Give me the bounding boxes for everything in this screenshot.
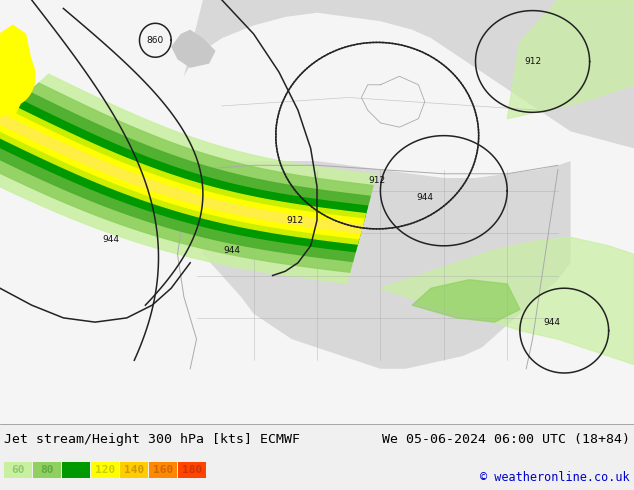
- Polygon shape: [380, 237, 634, 365]
- Text: 912: 912: [368, 175, 386, 185]
- Polygon shape: [0, 92, 370, 261]
- Polygon shape: [0, 115, 363, 233]
- Polygon shape: [0, 25, 32, 127]
- Polygon shape: [361, 76, 425, 127]
- FancyBboxPatch shape: [4, 462, 32, 478]
- Text: 80: 80: [40, 465, 54, 475]
- Text: 60: 60: [11, 465, 25, 475]
- Polygon shape: [171, 30, 216, 68]
- Text: 944: 944: [543, 318, 560, 327]
- Polygon shape: [0, 47, 35, 106]
- Polygon shape: [0, 74, 376, 283]
- Text: 944: 944: [417, 193, 433, 201]
- FancyBboxPatch shape: [91, 462, 119, 478]
- Polygon shape: [184, 0, 634, 148]
- Text: 860: 860: [146, 36, 164, 45]
- Polygon shape: [412, 280, 520, 322]
- Polygon shape: [0, 0, 634, 424]
- Polygon shape: [0, 100, 368, 252]
- FancyBboxPatch shape: [120, 462, 148, 478]
- Polygon shape: [507, 0, 634, 119]
- Text: © weatheronline.co.uk: © weatheronline.co.uk: [481, 471, 630, 485]
- Text: We 05-06-2024 06:00 UTC (18+84): We 05-06-2024 06:00 UTC (18+84): [382, 433, 630, 446]
- Polygon shape: [0, 83, 373, 272]
- Text: 160: 160: [153, 465, 173, 475]
- Text: 180: 180: [182, 465, 202, 475]
- Polygon shape: [0, 111, 364, 239]
- Polygon shape: [0, 106, 365, 244]
- Text: 140: 140: [124, 465, 144, 475]
- FancyBboxPatch shape: [62, 462, 90, 478]
- Text: Jet stream/Height 300 hPa [kts] ECMWF: Jet stream/Height 300 hPa [kts] ECMWF: [4, 433, 300, 446]
- Text: 912: 912: [524, 57, 541, 66]
- FancyBboxPatch shape: [149, 462, 177, 478]
- FancyBboxPatch shape: [178, 462, 206, 478]
- Text: 100: 100: [66, 465, 86, 475]
- Polygon shape: [0, 58, 25, 94]
- FancyBboxPatch shape: [33, 462, 61, 478]
- Text: 944: 944: [103, 235, 119, 244]
- Text: 944: 944: [223, 245, 240, 255]
- Polygon shape: [190, 161, 571, 369]
- Text: 912: 912: [286, 216, 304, 225]
- Text: 120: 120: [95, 465, 115, 475]
